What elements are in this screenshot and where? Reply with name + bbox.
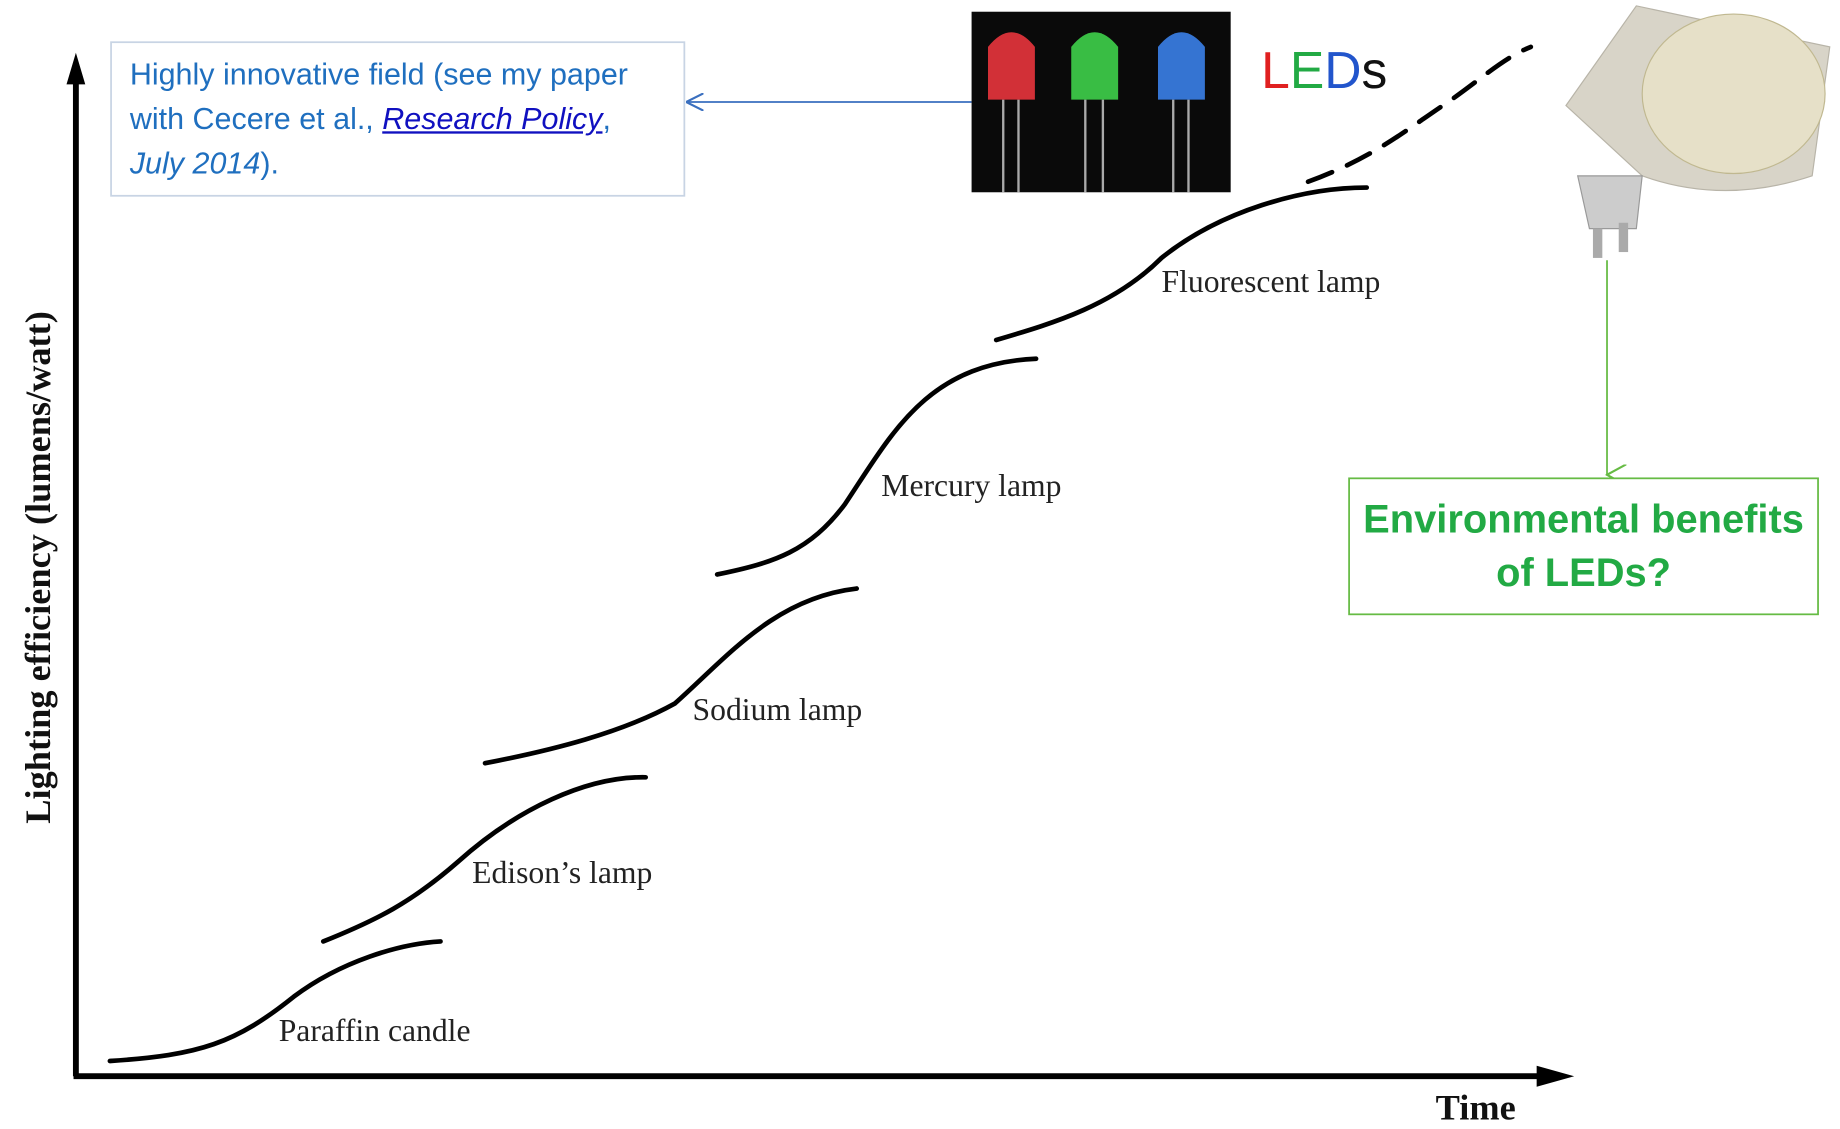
callout: Highly innovative field (see my paper wi… bbox=[111, 42, 684, 194]
curve-label: Paraffin candle bbox=[279, 1013, 471, 1048]
curve bbox=[107, 939, 443, 1064]
led-photo bbox=[971, 11, 1231, 193]
curve bbox=[320, 774, 649, 944]
led-bulb bbox=[1565, 5, 1831, 258]
y-arrow bbox=[66, 52, 86, 85]
callout-part: ). bbox=[260, 145, 279, 181]
leds-letter: E bbox=[1289, 42, 1325, 100]
question-box bbox=[1348, 477, 1819, 616]
callout-part: Highly innovative field (see my paper wi… bbox=[129, 56, 628, 136]
callout-part: , bbox=[602, 100, 611, 136]
curve-label: Sodium lamp bbox=[693, 692, 863, 727]
leds-label: LEDs bbox=[1261, 42, 1388, 100]
curve-dashed bbox=[1305, 44, 1534, 185]
callout-date: July 2014 bbox=[129, 145, 261, 181]
curve bbox=[714, 356, 1039, 577]
x-arrow bbox=[1536, 1065, 1575, 1087]
curve bbox=[993, 185, 1370, 343]
curve-label: Edison’s lamp bbox=[472, 855, 652, 890]
question-text: Environmental benefits of LEDs? bbox=[1363, 497, 1804, 596]
leds-letter: s bbox=[1361, 42, 1388, 100]
curve bbox=[482, 586, 860, 766]
curve-label: Fluorescent lamp bbox=[1162, 264, 1381, 299]
callout-link[interactable]: Research Policy bbox=[382, 100, 603, 136]
leds-letter: D bbox=[1324, 42, 1362, 100]
x-axis-label: Time bbox=[1436, 1088, 1516, 1128]
question: Environmental benefits of LEDs? bbox=[1363, 497, 1804, 596]
curve-label: Mercury lamp bbox=[881, 468, 1061, 503]
leds-letter: L bbox=[1261, 42, 1290, 100]
y-axis-label: Lighting efficiency (lumens/watt) bbox=[18, 311, 58, 824]
callout-text: Highly innovative field (see my paper wi… bbox=[111, 42, 684, 194]
callout-box bbox=[110, 41, 686, 197]
